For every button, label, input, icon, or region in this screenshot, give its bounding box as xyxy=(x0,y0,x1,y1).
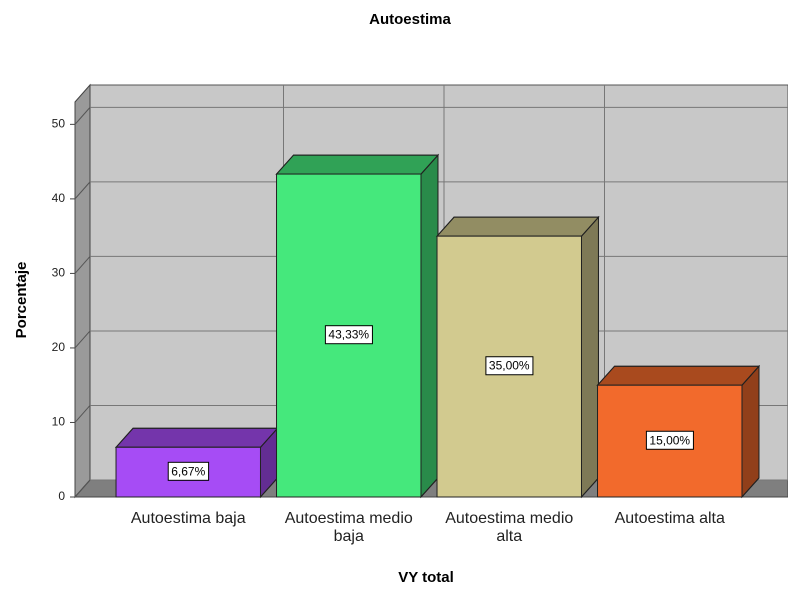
grid-line-side xyxy=(74,107,91,125)
data-label: 15,00% xyxy=(649,433,690,447)
data-label: 6,67% xyxy=(171,464,205,478)
bar-top-shade xyxy=(596,365,761,386)
x-tick-label: Autoestima medio alta xyxy=(445,510,574,545)
x-tick-label: Autoestima alta xyxy=(614,510,725,527)
grid-line-side xyxy=(74,181,91,200)
x-tick-label: Autoestima baja xyxy=(130,510,246,527)
y-tick-label: 20 xyxy=(52,340,66,354)
left-wall xyxy=(74,83,91,499)
bar-top-shade xyxy=(114,427,279,448)
data-label-box xyxy=(485,356,534,376)
y-tick-label: 30 xyxy=(52,266,66,280)
data-label-box xyxy=(645,430,694,450)
x-tick-label: Autoestima medio baja xyxy=(284,510,413,545)
y-tick-label: 0 xyxy=(58,489,65,503)
bar-top-shade xyxy=(435,216,600,237)
y-tick-label: 40 xyxy=(52,191,66,205)
data-label-box xyxy=(324,325,373,345)
y-tick-label: 50 xyxy=(52,117,66,131)
bar-side-shade xyxy=(741,364,760,499)
chart-title: Autoestima xyxy=(369,11,451,28)
data-label: 43,33% xyxy=(328,328,369,342)
bar-side-shade xyxy=(580,215,599,499)
data-label: 35,00% xyxy=(489,359,530,373)
bar-side-shade xyxy=(420,153,439,499)
grid-line-side xyxy=(74,330,91,349)
grid-line-side xyxy=(74,256,91,274)
grid-line-side xyxy=(74,405,91,423)
y-axis-label: Porcentaje xyxy=(13,262,30,339)
bar-top-shade xyxy=(275,154,440,175)
y-tick-label: 10 xyxy=(52,415,66,429)
grid-line-side xyxy=(74,479,91,498)
x-axis-label: VY total xyxy=(398,569,454,586)
data-label-box xyxy=(167,461,210,481)
